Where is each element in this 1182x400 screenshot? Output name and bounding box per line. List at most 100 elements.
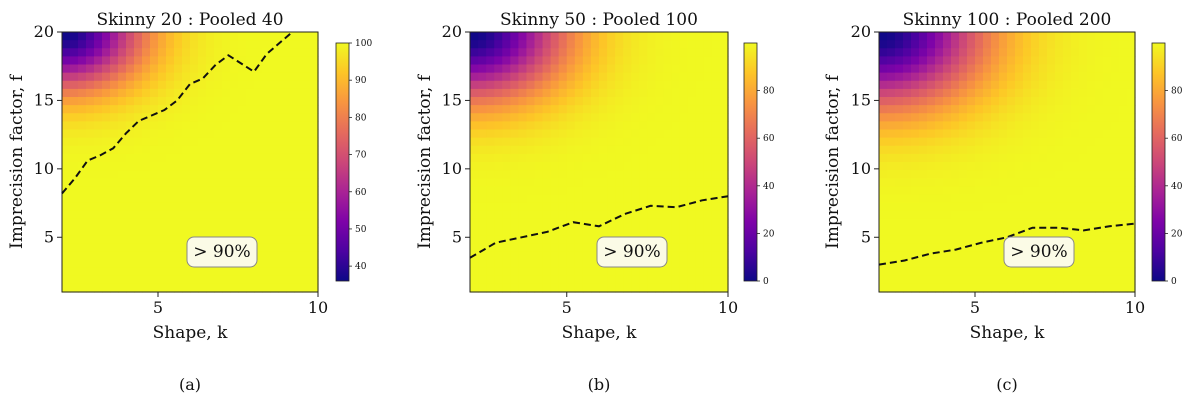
heatmap-cell xyxy=(558,259,568,269)
heatmap-cell xyxy=(166,129,175,139)
heatmap-cell xyxy=(1079,113,1088,122)
heatmap-cell xyxy=(166,105,175,114)
heatmap-cell xyxy=(1079,227,1088,236)
heatmap-cell xyxy=(110,267,119,277)
heatmap-cell xyxy=(470,153,479,163)
heatmap-cell xyxy=(615,72,624,82)
heatmap-cell xyxy=(959,275,968,285)
heatmap-cell xyxy=(582,267,592,277)
heatmap-cell xyxy=(294,129,303,139)
heatmap-cell xyxy=(951,137,960,147)
heatmap-cell xyxy=(927,153,936,163)
heatmap-cell xyxy=(1031,170,1040,179)
heatmap-cell xyxy=(599,113,608,122)
heatmap-cell xyxy=(615,227,624,236)
heatmap-cell xyxy=(615,283,624,293)
heatmap-cell xyxy=(102,153,111,163)
heatmap-cell xyxy=(599,202,608,212)
heatmap-cell xyxy=(102,283,111,293)
heatmap-cell xyxy=(655,227,665,236)
heatmap-cell xyxy=(246,178,255,187)
heatmap-cell xyxy=(991,227,1000,236)
heatmap-cell xyxy=(911,194,920,204)
heatmap-cell xyxy=(110,48,119,57)
heatmap-cell xyxy=(126,218,135,228)
heatmap-cell xyxy=(1103,129,1112,139)
heatmap-cell xyxy=(679,97,689,106)
heatmap-cell xyxy=(695,40,705,49)
heatmap-cell xyxy=(999,259,1008,269)
heatmap-cell xyxy=(639,145,648,155)
heatmap-cell xyxy=(983,32,992,41)
heatmap-cell xyxy=(78,210,87,220)
heatmap-cell xyxy=(911,153,920,163)
heatmap-cell xyxy=(1047,113,1056,122)
heatmap-cell xyxy=(1015,210,1024,220)
heatmap-cell xyxy=(687,113,697,122)
heatmap-cell xyxy=(1103,251,1112,261)
heatmap-cell xyxy=(1031,194,1040,204)
heatmap-cell xyxy=(310,88,319,98)
heatmap-cell xyxy=(975,178,984,187)
heatmap-cell xyxy=(623,88,632,98)
heatmap-cell xyxy=(222,48,231,57)
heatmap-cell xyxy=(590,267,600,277)
heatmap-cell xyxy=(534,48,544,57)
heatmap-cell xyxy=(550,267,560,277)
heatmap-cell xyxy=(478,162,487,171)
heatmap-cell xyxy=(975,56,984,66)
heatmap-cell xyxy=(478,137,487,147)
heatmap-cell xyxy=(927,243,936,252)
heatmap-cell xyxy=(599,153,608,163)
heatmap-cell xyxy=(270,40,279,49)
heatmap-cell xyxy=(558,121,568,131)
heatmap-cell xyxy=(599,162,608,171)
heatmap-cell xyxy=(1023,227,1032,236)
heatmap-cell xyxy=(102,243,111,252)
heatmap-cell xyxy=(711,153,721,163)
heatmap-cell xyxy=(935,243,944,252)
heatmap-cell xyxy=(78,64,87,74)
heatmap-cell xyxy=(1023,113,1032,122)
heatmap-cell xyxy=(278,194,287,204)
heatmap-cell xyxy=(262,218,271,228)
heatmap-cell xyxy=(182,235,191,244)
heatmap-cell xyxy=(887,145,896,155)
heatmap-cell xyxy=(102,145,111,155)
heatmap-cell xyxy=(590,210,600,220)
heatmap-cell xyxy=(542,48,552,57)
heatmap-cell xyxy=(470,210,479,220)
heatmap-cell xyxy=(102,210,111,220)
heatmap-cell xyxy=(935,227,944,236)
heatmap-cell xyxy=(582,243,592,252)
heatmap-cell xyxy=(478,56,487,66)
heatmap-cell xyxy=(182,72,191,82)
heatmap-cell xyxy=(623,121,632,131)
heatmap-cell xyxy=(711,113,721,122)
heatmap-cell xyxy=(574,137,584,147)
heatmap-cell xyxy=(927,32,936,41)
heatmap-cell xyxy=(943,40,952,49)
heatmap-cell xyxy=(286,72,295,82)
heatmap-cell xyxy=(222,227,231,236)
heatmap-cell xyxy=(879,267,888,277)
heatmap-cell xyxy=(1119,267,1128,277)
heatmap-cell xyxy=(999,64,1008,74)
heatmap-cell xyxy=(198,113,207,122)
heatmap-cell xyxy=(126,186,135,196)
heatmap-cell xyxy=(486,186,495,196)
heatmap-cell xyxy=(895,88,904,98)
heatmap-cell xyxy=(1031,153,1040,163)
heatmap-cell xyxy=(903,56,912,66)
heatmap-cell xyxy=(903,243,912,252)
heatmap-cell xyxy=(607,145,616,155)
heatmap-cell xyxy=(166,194,175,204)
heatmap-cell xyxy=(927,235,936,244)
heatmap-cell xyxy=(919,194,928,204)
heatmap-cell xyxy=(967,64,976,74)
heatmap-cell xyxy=(134,202,143,212)
heatmap-cell xyxy=(615,218,624,228)
heatmap-cell xyxy=(542,275,552,285)
heatmap-cell xyxy=(599,32,608,41)
heatmap-cell xyxy=(903,145,912,155)
